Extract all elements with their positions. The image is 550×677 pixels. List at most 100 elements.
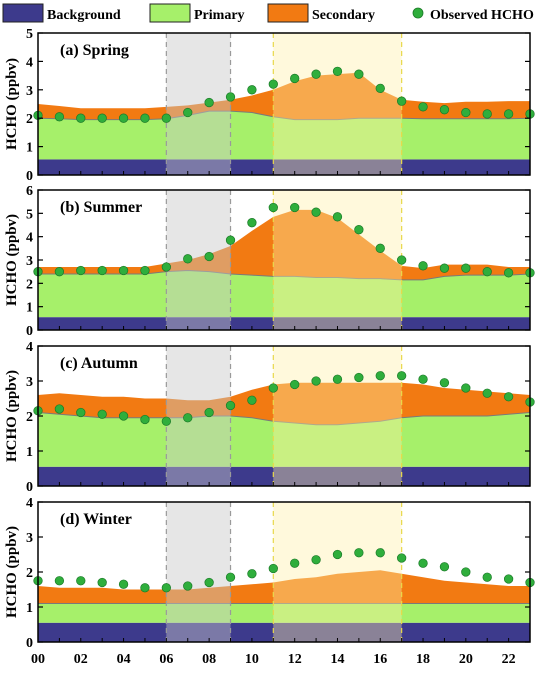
observed-point <box>439 105 450 115</box>
legend-label: Observed HCHO <box>430 8 534 23</box>
series-primary-area <box>38 270 530 318</box>
y-tick-label: 4 <box>26 496 33 511</box>
observed-point <box>332 66 343 76</box>
observed-point <box>268 383 278 393</box>
panel-title: (b) Summer <box>60 199 142 216</box>
x-tick-label: 02 <box>74 652 88 667</box>
x-tick-label: 04 <box>117 652 131 667</box>
x-tick-label: 00 <box>31 652 45 667</box>
observed-point <box>461 107 471 118</box>
series-secondary-area <box>38 209 530 280</box>
x-tick-label: 22 <box>502 652 516 667</box>
legend-label: Primary <box>194 8 245 23</box>
observed-point <box>183 413 193 423</box>
observed-point <box>268 79 278 89</box>
observed-point <box>183 254 193 264</box>
y-tick-label: 0 <box>26 480 33 495</box>
legend-item-observed-hcho: Observed HCHO <box>412 7 534 23</box>
y-axis-label: HCHO (ppbv) <box>4 214 20 306</box>
x-tick-label: 12 <box>288 652 302 667</box>
observed-point <box>503 574 514 584</box>
observed-point <box>97 577 107 588</box>
observed-point <box>397 553 407 563</box>
observed-point <box>332 549 343 560</box>
observed-point <box>418 261 428 271</box>
observed-point <box>482 109 492 119</box>
legend-swatch <box>267 3 309 23</box>
observed-point <box>76 265 86 276</box>
y-tick-label: 4 <box>26 340 33 355</box>
observed-point <box>290 558 300 568</box>
panel-frame <box>37 32 531 176</box>
y-tick-label: 1 <box>26 301 33 316</box>
series-secondary-area <box>38 570 530 604</box>
panel-a-spring: 0 1 2 3 4 5 (a) Spring HCHO (ppbv) <box>4 27 535 184</box>
panels: 0 1 2 3 4 5 (a) Spring HCHO (ppbv) 0 1 2 3 4 5 6 (b) Su… <box>4 27 535 651</box>
observed-point <box>397 255 407 265</box>
legend: Background Primary Secondary Observed HCHO <box>2 3 534 23</box>
series-background-area <box>38 622 530 642</box>
observed-point <box>118 579 129 589</box>
y-tick-label: 4 <box>26 231 33 246</box>
observed-point <box>461 263 471 273</box>
observed-point <box>161 262 171 272</box>
observed-point <box>225 572 236 582</box>
observed-point <box>311 555 321 565</box>
observed-point <box>225 235 236 245</box>
legend-dot <box>412 7 424 19</box>
observed-point <box>183 107 193 118</box>
plot-area <box>38 346 530 486</box>
observed-point <box>247 395 257 405</box>
observed-point <box>482 267 492 277</box>
series-primary-area <box>38 603 530 623</box>
observed-point <box>439 263 450 273</box>
observed-point <box>290 73 300 84</box>
observed-point <box>54 576 65 586</box>
observed-point <box>418 374 428 384</box>
observed-point <box>354 548 364 558</box>
panel-title: (d) Winter <box>60 511 132 528</box>
y-axis-label: HCHO (ppbv) <box>4 370 20 462</box>
observed-point <box>140 265 150 276</box>
observed-point <box>161 113 171 123</box>
series-secondary-area <box>38 382 530 425</box>
shade-morning <box>166 190 231 330</box>
observed-point <box>268 563 278 574</box>
y-tick-label: 1 <box>26 601 33 616</box>
observed-point <box>204 407 214 418</box>
observed-point <box>76 576 86 586</box>
y-axis-label: HCHO (ppbv) <box>4 58 20 150</box>
x-tick-label: 18 <box>416 652 430 667</box>
observed-point <box>225 92 236 102</box>
x-tick-label: 14 <box>330 652 344 667</box>
plot-area <box>38 33 530 175</box>
y-tick-label: 0 <box>26 169 33 184</box>
observed-point <box>54 404 65 414</box>
observed-point <box>375 548 385 558</box>
observed-point <box>311 207 321 217</box>
series-background-area <box>38 466 530 486</box>
observed-point <box>204 97 214 108</box>
observed-point <box>418 102 428 112</box>
observed-point <box>482 572 492 582</box>
observed-point <box>140 113 150 123</box>
observed-point <box>375 243 385 253</box>
y-tick-label: 0 <box>26 324 33 339</box>
y-tick-label: 3 <box>26 531 33 546</box>
observed-point <box>461 567 471 577</box>
observed-point <box>461 383 471 393</box>
x-tick-label: 16 <box>373 652 387 667</box>
plot-area <box>38 502 530 642</box>
observed-point <box>161 583 171 593</box>
observed-point <box>118 265 129 276</box>
y-tick-label: 2 <box>26 112 33 127</box>
observed-point <box>76 113 86 123</box>
series-background-area <box>38 317 530 330</box>
y-tick-label: 4 <box>26 55 33 70</box>
shade-midday <box>273 33 402 175</box>
observed-point <box>482 388 492 398</box>
y-tick-label: 3 <box>26 84 33 99</box>
observed-point <box>354 225 364 235</box>
y-tick-label: 0 <box>26 636 33 651</box>
